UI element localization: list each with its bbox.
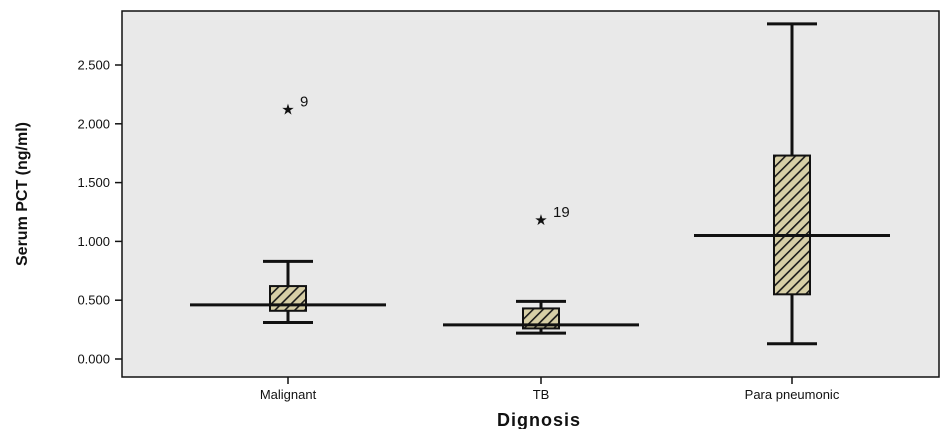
- x-tick-label: Malignant: [260, 387, 317, 402]
- y-axis: 0.000 0.500 1.000 1.500 2.000 2.500: [77, 58, 122, 367]
- x-axis-title: Dignosis: [497, 410, 581, 429]
- outlier-marker: ★: [281, 101, 294, 119]
- outlier-label: 9: [300, 94, 308, 111]
- outlier-label: 19: [553, 204, 570, 221]
- y-tick-label: 1.500: [77, 175, 110, 190]
- y-tick-label: 0.000: [77, 352, 110, 367]
- y-tick-label: 2.500: [77, 58, 110, 73]
- x-axis: Malignant TB Para pneumonic: [260, 377, 840, 402]
- y-tick-label: 1.000: [77, 234, 110, 249]
- x-tick-label: TB: [533, 387, 550, 402]
- y-tick-label: 2.000: [77, 116, 110, 131]
- iqr-box: [774, 156, 810, 295]
- iqr-box: [270, 286, 306, 311]
- y-tick-label: 0.500: [77, 293, 110, 308]
- x-tick-label: Para pneumonic: [745, 387, 840, 402]
- outlier-marker: ★: [534, 211, 547, 229]
- y-axis-title: Serum PCT (ng/ml): [14, 122, 31, 266]
